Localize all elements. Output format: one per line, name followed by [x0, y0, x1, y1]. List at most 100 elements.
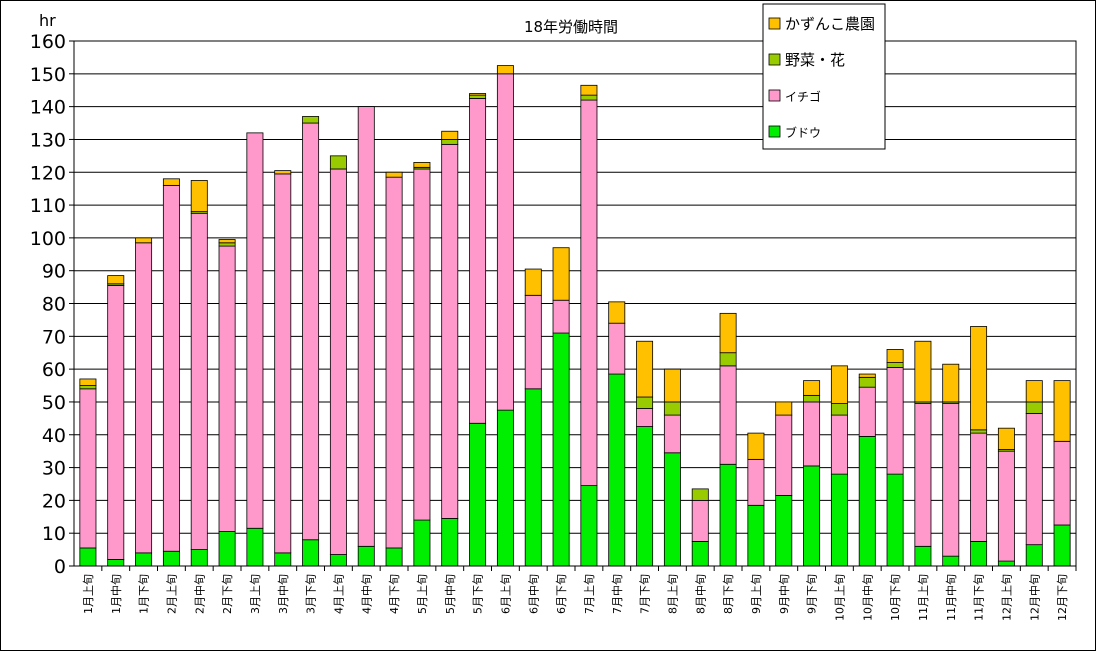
bar-segment [441, 130, 459, 140]
bar-segment [552, 332, 570, 567]
y-tick-label: 60 [42, 359, 66, 381]
grid-lines [69, 40, 1076, 567]
bar-segment [79, 388, 97, 549]
bar-segment [469, 94, 487, 99]
x-tick-label: 3月上旬 [249, 574, 262, 614]
x-tick-label: 8月中旬 [694, 574, 707, 614]
bar-segment [663, 401, 681, 416]
y-tick-label: 110 [30, 195, 66, 217]
y-tick-label: 160 [30, 31, 66, 53]
bar-segment [580, 485, 598, 567]
y-tick-label: 30 [42, 458, 66, 480]
bar-segment [552, 299, 570, 334]
bar-segment [107, 285, 125, 560]
bar-segment [914, 403, 932, 547]
bar-segment [608, 373, 626, 567]
bar-segment [691, 488, 709, 501]
bar-segment [357, 106, 375, 547]
legend-label: かずんこ農園 [785, 15, 875, 33]
bar-segment [775, 495, 793, 567]
legend-swatch [768, 89, 781, 102]
bar-segment [135, 242, 153, 554]
bar-segment [830, 414, 848, 475]
bar-segment [496, 409, 514, 567]
bar-segment [663, 414, 681, 454]
bar-segment [135, 237, 153, 244]
bar-segment [162, 184, 180, 552]
bar-segment [803, 380, 821, 396]
bar-segment [218, 531, 236, 567]
x-tick-label: 3月中旬 [277, 574, 290, 614]
x-tick-label: 7月下旬 [639, 574, 652, 614]
x-tick-label: 9月上旬 [750, 574, 763, 614]
y-tick-label: 50 [42, 392, 66, 414]
bar-segment [552, 247, 570, 301]
bar-segment [830, 403, 848, 416]
bar-segment [914, 545, 932, 567]
bar-segment [886, 367, 904, 475]
y-tick-label: 130 [30, 129, 66, 151]
bar-segment [79, 378, 97, 386]
x-tick-label: 4月中旬 [360, 574, 373, 614]
bar-segment [329, 554, 347, 567]
bar-segment [496, 65, 514, 75]
bar-segment [162, 550, 180, 567]
bar-segment [691, 540, 709, 567]
bar-segment [1053, 440, 1071, 526]
bar-segment [719, 463, 737, 567]
x-tick-label: 2月中旬 [193, 574, 206, 614]
bar-segment [775, 401, 793, 416]
bar-segment [1025, 380, 1043, 403]
bar-segment [858, 373, 876, 378]
y-tick-label: 40 [42, 425, 66, 447]
bar-segment [302, 122, 320, 541]
bar-segment [274, 552, 292, 567]
bar-segment [886, 362, 904, 368]
x-tick-label: 6月下旬 [555, 574, 568, 614]
bar-segment [385, 547, 403, 567]
x-tick-label: 9月中旬 [778, 574, 791, 614]
x-tick-label: 7月中旬 [611, 574, 624, 614]
bar-segment [413, 168, 431, 521]
bar-segment [636, 340, 654, 398]
x-tick-labels: 1月上旬 1月中旬 1月下旬 2月上旬 2月中旬 2月下旬 3月上旬 3月中旬 3月下旬 4月上旬… [82, 566, 1077, 621]
y-tick-label: 80 [42, 294, 66, 316]
x-tick-label: 5月下旬 [472, 574, 485, 614]
y-tick-label: 0 [54, 556, 66, 578]
bar-segment [636, 408, 654, 427]
bar-segment [858, 435, 876, 567]
bar-segment [997, 450, 1015, 562]
bar-segment [302, 116, 320, 124]
bar-segment [469, 422, 487, 567]
legend-swatch [768, 17, 781, 30]
bar-segment [385, 176, 403, 549]
bar-segment [608, 301, 626, 324]
bar-segment [914, 340, 932, 403]
bar-segment [858, 386, 876, 437]
bar-segment [385, 171, 403, 178]
x-tick-label: 1月下旬 [138, 574, 151, 614]
bar-segment [357, 545, 375, 567]
bar-segment [413, 519, 431, 567]
bar-segment [246, 527, 264, 567]
bar-segment [524, 388, 542, 567]
x-tick-label: 4月下旬 [388, 574, 401, 614]
bar-segment [997, 427, 1015, 450]
bar-segment [218, 242, 236, 247]
y-tick-label: 70 [42, 326, 66, 348]
bar-segment [580, 94, 598, 101]
bar-segment [803, 394, 821, 403]
bar-segment [190, 212, 208, 550]
bar-segment [803, 465, 821, 567]
x-tick-label: 12月中旬 [1028, 574, 1041, 621]
bar-segment [663, 452, 681, 567]
y-tick-label: 100 [30, 228, 66, 250]
y-tick-label: 90 [42, 261, 66, 283]
bar-segment [190, 549, 208, 567]
x-tick-label: 11月上旬 [917, 574, 930, 621]
bar-segment [1053, 524, 1071, 567]
bar-segment [274, 170, 292, 175]
